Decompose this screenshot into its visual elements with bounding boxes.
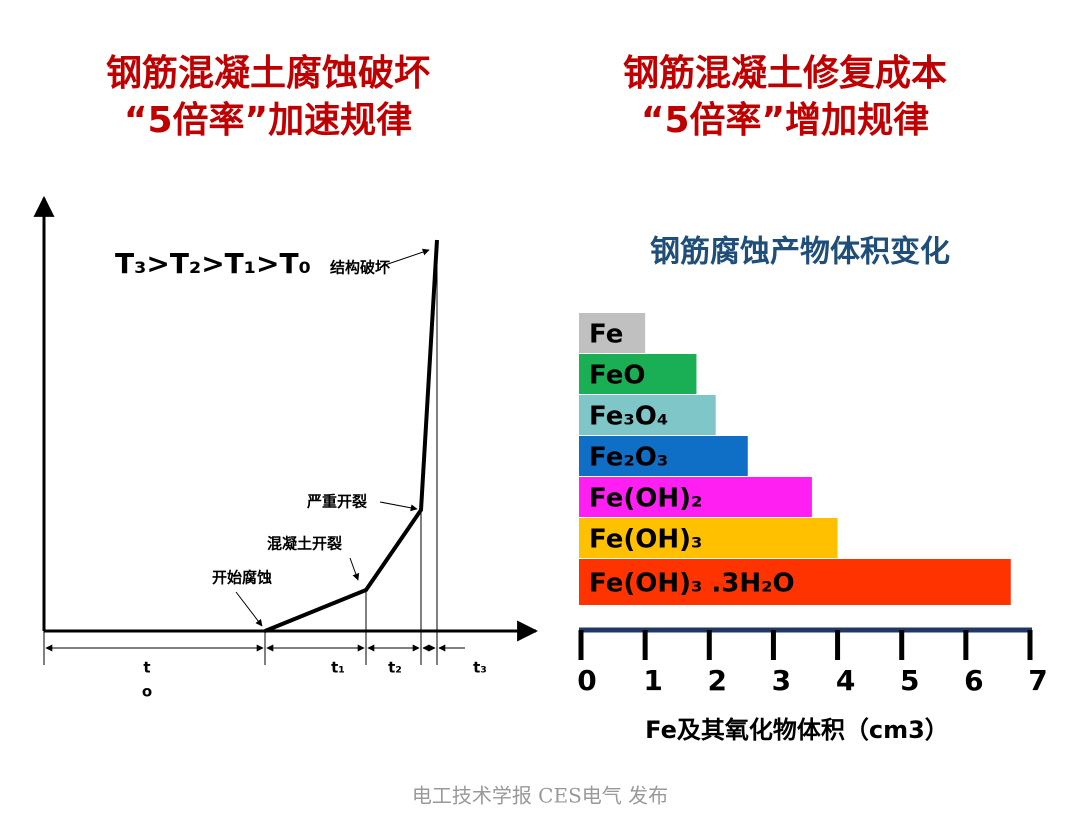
bar-label: Fe(OH)₂ [589,484,702,514]
right-title: 钢筋混凝土修复成本 [623,53,947,94]
interval-label: t₂ [388,659,402,677]
annotation: 结构破坏 [330,259,390,277]
diagram: T₃>T₂>T₁>T₀ 结构破坏 严重开裂 混凝土开裂 开始腐蚀 t o t₁ … [33,195,539,701]
bar [579,354,697,394]
x-tick-label: 3 [772,664,791,697]
left-title: 钢筋混凝土腐蚀破坏 [106,53,430,94]
x-tick-label: 0 [577,664,596,697]
bar-label: FeO [589,361,645,391]
annotation: 开始腐蚀 [212,569,272,587]
x-tick-label: 7 [1028,664,1047,697]
footer: 电工技术学报 CES电气 发布 [412,784,668,808]
x-tick-label: 4 [836,664,855,697]
x-tick-label: 6 [964,664,983,697]
x-tick-label: 2 [708,664,727,697]
left-title: “5倍率”加速规律 [124,100,412,141]
interval-label: t₁ [331,659,345,677]
x-axis-title: Fe及其氧化物体积（cm3） [645,716,949,744]
chart-title: 钢筋腐蚀产物体积变化 [650,235,950,270]
bar [579,559,1011,605]
interval-label: o [142,683,152,701]
bar [579,436,748,476]
dividers [43,240,465,665]
bar [579,518,838,558]
interval-label: t [143,659,150,677]
condition: T₃>T₂>T₁>T₀ [115,247,311,280]
bar-chart: 钢筋腐蚀产物体积变化 Fe及其氧化物体积（cm3） Fe FeO Fe₃O₄ Fe₂O… [577,235,1047,745]
annotation: 严重开裂 [306,493,367,511]
bar [579,313,646,353]
interval-label: t₃ [473,659,487,677]
bar [579,395,716,435]
curve [264,239,439,633]
x-tick-label: 5 [900,664,919,697]
annotation: 混凝土开裂 [267,535,342,553]
bar-label: Fe₂O₃ [589,443,668,473]
bar [579,477,812,517]
bar-label: Fe₃O₄ [589,402,668,432]
bar-label: Fe(OH)₃ .3H₂O [589,569,795,599]
right-title: “5倍率”增加规律 [641,100,929,141]
bar-label: Fe [589,320,623,350]
x-tick-label: 1 [643,664,662,697]
bar-label: Fe(OH)₃ [589,525,702,555]
